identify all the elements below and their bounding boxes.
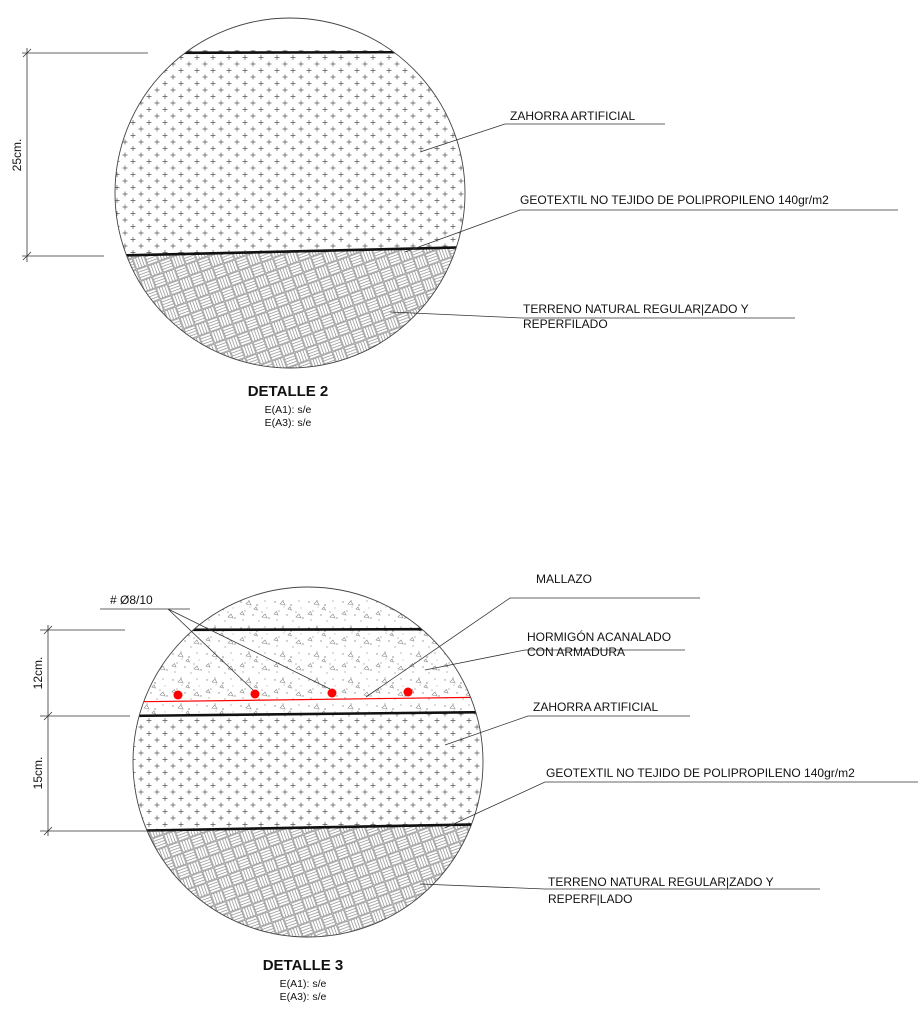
mallazo-label: MALLAZO [536, 572, 592, 586]
detail-2-dimension-text: 25cm. [10, 139, 24, 172]
detail-2-geotextile-line [115, 245, 465, 258]
rebar-dot [403, 687, 413, 697]
detail-2: 25cm. ZAHORRA ARTIFICIAL GEOTEXTIL NO TE… [10, 17, 898, 429]
detail-3-geotextil-label: GEOTEXTIL NO TEJIDO DE POLIPROPILENO 140… [546, 766, 855, 780]
detail-2-zahorra-label: ZAHORRA ARTIFICIAL [510, 109, 635, 123]
detail-2-zahorra-layer [115, 50, 465, 256]
rebar-leader [167, 608, 331, 690]
detail-3-surface-line [133, 627, 483, 632]
detail-2-geotextil-leader [404, 209, 898, 253]
detail-2-terreno-label-2: REPERFILADO [523, 317, 608, 331]
detail-2-surface-line [115, 50, 465, 55]
detail-3-zahorra-layer [133, 712, 483, 831]
rebar-dot [250, 689, 260, 699]
detail-2-terreno-leader [389, 311, 795, 319]
hormigon-label-2: CON ARMADURA [527, 645, 625, 659]
detail-3-terreno-label-2: REPERF|LADO [548, 892, 632, 906]
detail-3: 12cm. 15cm. # Ø8/10 MALLAZO HORMIGÓN ACA… [31, 572, 918, 1003]
detail-3-geotextile-line [133, 822, 483, 833]
detail-3-base-line [133, 710, 483, 718]
detail-3-terreno-leader [419, 883, 820, 890]
detail-3-mesh-line [133, 696, 483, 703]
detail-3-layers [133, 600, 483, 937]
hormigon-label-1: HORMIGÓN ACANALADO [527, 629, 671, 644]
detail-2-geotextil-label: GEOTEXTIL NO TEJIDO DE POLIPROPILENO 140… [520, 193, 829, 207]
detail-2-soil-layer [115, 248, 465, 368]
detail-2-circle [114, 17, 466, 369]
detail-3-scale-a3: E(A3): s/e [280, 991, 327, 1003]
detail-3-soil-layer [133, 824, 483, 937]
detail-2-terreno-label-1: TERRENO NATURAL REGULAR|ZADO Y [523, 302, 749, 316]
detail-2-zahorra-leader [419, 123, 665, 153]
detail-3-dimension-bottom: 15cm. [31, 757, 45, 790]
detail-2-layers [115, 50, 465, 368]
rebar-label: # Ø8/10 [110, 593, 153, 607]
mallazo-leader [365, 597, 700, 698]
detail-2-scale-a3: E(A3): s/e [265, 417, 312, 429]
rebar-dot [173, 690, 183, 700]
detail-3-zahorra-label: ZAHORRA ARTIFICIAL [533, 700, 658, 714]
detail-3-dimensions: 12cm. 15cm. [31, 625, 160, 836]
detail-3-scale-a1: E(A1): s/e [280, 978, 327, 990]
detail-3-title: DETALLE 3 [263, 957, 344, 974]
detail-3-zahorra-leader [444, 715, 690, 746]
rebar-leader [167, 608, 254, 691]
detail-2-dimension: 25cm. [10, 48, 148, 262]
rebar-dot [327, 688, 337, 698]
detail-3-geotextil-leader [444, 781, 918, 829]
detail-3-terreno-label-1: TERRENO NATURAL REGULAR|ZADO Y [548, 875, 774, 889]
detail-2-title: DETALLE 2 [248, 383, 329, 400]
hormigon-leader [424, 649, 685, 671]
detail-3-dimension-top: 12cm. [31, 657, 45, 690]
detail-3-circle [132, 586, 484, 938]
detail-2-scale-a1: E(A1): s/e [265, 404, 312, 416]
